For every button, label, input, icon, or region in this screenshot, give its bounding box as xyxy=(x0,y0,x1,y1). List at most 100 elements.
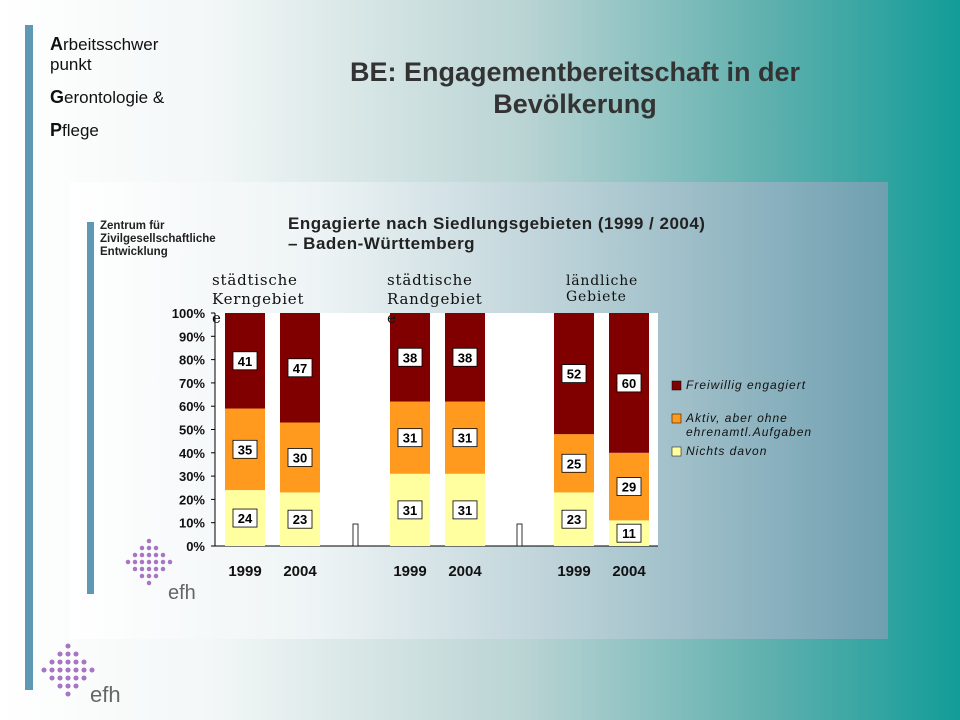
data-label-box xyxy=(287,448,313,467)
legend-swatch xyxy=(671,380,682,391)
logo-dot xyxy=(49,667,55,673)
data-label: 41 xyxy=(238,354,252,369)
data-label-box xyxy=(616,523,642,543)
data-label: 31 xyxy=(458,431,472,446)
logo-text: efh xyxy=(90,682,121,707)
gap-marker xyxy=(352,523,359,547)
data-label-box xyxy=(452,428,478,448)
data-label: 25 xyxy=(567,456,581,471)
logo-dot xyxy=(139,559,145,565)
legend-label: Nichts davon xyxy=(686,444,767,458)
logo-dot xyxy=(73,667,79,673)
logo-dot xyxy=(139,566,145,572)
data-label: 38 xyxy=(458,350,472,365)
y-tick-label: 70% xyxy=(179,376,205,391)
logo-dot xyxy=(57,667,63,673)
slide-title: BE: Engagementbereitschaft in der Bevölk… xyxy=(265,56,885,121)
chart-title-line-1: Engagierte nach Siedlungsgebieten (1999 … xyxy=(288,214,706,233)
logo-dot xyxy=(153,566,159,572)
data-label: 24 xyxy=(238,511,253,526)
logo-dot xyxy=(81,675,87,681)
data-label: 23 xyxy=(293,512,307,527)
logo-dot xyxy=(153,552,159,558)
group-label: e xyxy=(387,309,397,327)
source-label: Zentrum für Zivilgesellschaftliche Entwi… xyxy=(100,220,216,259)
logo-dot xyxy=(125,559,131,565)
accent-bar xyxy=(25,25,33,690)
y-tick-label: 90% xyxy=(179,329,205,344)
logo-dot xyxy=(153,545,159,551)
group-label: e xyxy=(212,309,222,327)
brand-initial-p: P xyxy=(50,119,63,140)
slide-title-line-1: BE: Engagementbereitschaft in der xyxy=(349,57,801,87)
logo-dot xyxy=(167,559,173,565)
y-tick-label: 0% xyxy=(186,539,205,554)
data-label: 31 xyxy=(458,503,472,518)
x-tick-label: 1999 xyxy=(557,563,590,580)
logo-dot xyxy=(146,545,152,551)
data-label-box xyxy=(452,347,478,367)
logo-dot xyxy=(132,552,138,558)
logo-dot xyxy=(160,552,166,558)
legend-swatch xyxy=(671,413,682,424)
logo-dot xyxy=(65,643,71,649)
logo-dot xyxy=(41,667,47,673)
source-line-1: Zentrum für xyxy=(100,220,165,232)
logo-dot xyxy=(57,651,63,657)
data-label-box xyxy=(287,358,313,378)
logo-dot xyxy=(73,675,79,681)
logo-dot xyxy=(65,651,71,657)
efh-logo: efh xyxy=(41,643,121,707)
group-label: Randgebiet xyxy=(387,290,483,308)
data-label: 47 xyxy=(293,361,307,376)
logo-dot xyxy=(146,552,152,558)
chart-image: Zentrum für Zivilgesellschaftliche Entwi… xyxy=(70,182,888,639)
stacked-bar-chart: 0% 10% 20% 30% 40% 50% 60% 70% 80% 90% 100% 24 35 41 1… xyxy=(172,271,812,580)
chart-title-line-2: – Baden-Württemberg xyxy=(288,234,476,253)
legend-label-line2: ehrenamtl.Aufgaben xyxy=(686,425,812,439)
logo-dot xyxy=(57,683,63,689)
data-label: 35 xyxy=(238,442,252,457)
data-label: 31 xyxy=(403,503,417,518)
legend-label: Freiwillig engagiert xyxy=(686,378,806,392)
logo-dot xyxy=(146,559,152,565)
gap-marker xyxy=(516,523,523,547)
data-label-box xyxy=(232,508,258,528)
brand-text-1b: punkt xyxy=(50,54,92,74)
brand-text-3: flege xyxy=(62,120,99,140)
logo-dots xyxy=(41,643,95,697)
logo-dot xyxy=(65,675,71,681)
data-label-box xyxy=(232,439,258,459)
data-label-box xyxy=(397,500,423,520)
brand-block: Arbeitsschwer punkt Gerontologie & Pfleg… xyxy=(50,35,164,142)
data-label: 23 xyxy=(567,512,581,527)
source-line-3: Entwicklung xyxy=(100,246,168,258)
group-label: städtische xyxy=(387,271,473,289)
legend-swatch xyxy=(671,446,682,457)
logo-dots-small xyxy=(125,538,173,586)
logo-dot xyxy=(73,659,79,665)
data-label: 29 xyxy=(622,480,636,495)
logo-dot xyxy=(65,691,71,697)
group-label: städtische xyxy=(212,271,298,289)
brand-initial-a: A xyxy=(50,34,63,54)
logo-dot xyxy=(153,559,159,565)
data-label: 31 xyxy=(403,431,417,446)
data-label-box xyxy=(232,351,258,371)
slide-title-line-2: Bevölkerung xyxy=(493,89,657,120)
y-tick-label: 30% xyxy=(179,469,205,484)
logo-dot xyxy=(139,573,145,579)
logo-dot xyxy=(65,659,71,665)
logo-dot xyxy=(73,651,79,657)
data-label-box xyxy=(397,347,423,367)
source-line-2: Zivilgesellschaftliche xyxy=(100,233,216,245)
group-label: Kerngebiet xyxy=(212,290,304,308)
logo-dot xyxy=(49,659,55,665)
data-label: 60 xyxy=(622,376,636,391)
data-label: 30 xyxy=(293,450,307,465)
x-tick-label: 2004 xyxy=(283,563,317,580)
logo-dot xyxy=(73,683,79,689)
group-label: Gebiete xyxy=(566,289,627,305)
logo-dot xyxy=(139,545,145,551)
x-tick-label: 2004 xyxy=(448,563,482,580)
